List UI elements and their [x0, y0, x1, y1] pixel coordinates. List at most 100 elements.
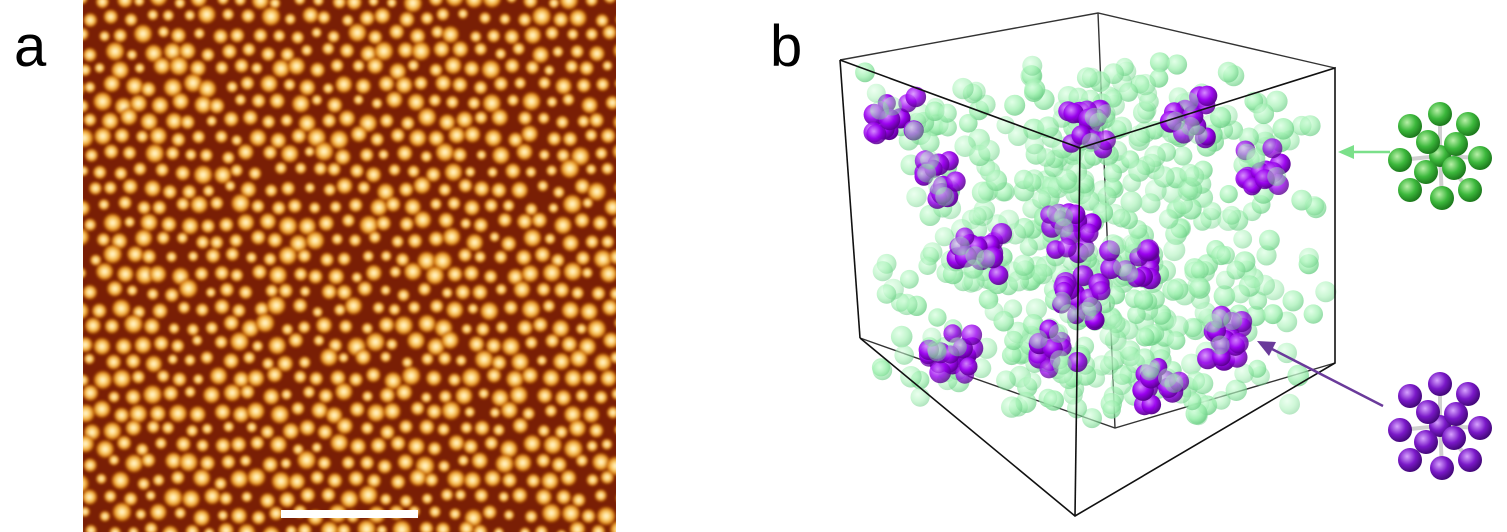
afm-dot: [247, 166, 263, 181]
afm-dot: [601, 330, 616, 350]
afm-dot: [332, 302, 347, 317]
afm-dot: [553, 388, 573, 408]
afm-dot: [222, 313, 241, 332]
matrix-sphere: [1222, 205, 1242, 225]
cluster-sphere: [929, 361, 952, 384]
afm-dot: [311, 305, 324, 319]
afm-dot: [457, 520, 475, 532]
afm-dot: [83, 0, 89, 6]
afm-dot: [199, 217, 217, 235]
matrix-sphere: [1272, 118, 1295, 140]
afm-dot: [224, 246, 241, 263]
afm-dot: [259, 424, 276, 440]
cluster-atom: [1468, 146, 1492, 170]
afm-dot: [521, 406, 536, 421]
afm-dot: [279, 457, 293, 470]
afm-dot: [191, 508, 212, 528]
afm-dot: [483, 435, 500, 452]
matrix-sphere: [1008, 125, 1029, 146]
afm-dot: [522, 433, 543, 454]
afm-dot: [350, 271, 364, 284]
afm-dot: [91, 164, 108, 181]
afm-dot: [482, 468, 503, 488]
afm-dot: [559, 468, 578, 487]
afm-dot: [296, 522, 313, 532]
afm-dot: [241, 108, 260, 127]
afm-dot: [277, 282, 295, 300]
afm-dot: [216, 0, 230, 6]
afm-dot: [183, 8, 197, 22]
afm-dot: [601, 23, 616, 41]
afm-dot: [446, 372, 462, 388]
afm-dot: [338, 42, 356, 59]
afm-dot: [235, 212, 256, 233]
afm-dot: [543, 403, 559, 419]
afm-dot: [188, 194, 210, 215]
afm-dot: [113, 165, 129, 182]
afm-dot: [524, 165, 538, 179]
afm-dot: [535, 281, 552, 298]
matrix-sphere: [1112, 208, 1131, 228]
afm-dot: [273, 161, 288, 176]
afm-dot: [553, 76, 574, 96]
afm-dot: [83, 46, 98, 63]
afm-dot: [95, 231, 112, 248]
afm-dot: [223, 179, 237, 193]
afm-dot: [520, 366, 540, 385]
afm-dot: [321, 41, 336, 56]
matrix-sphere: [1304, 196, 1325, 216]
afm-dot: [477, 387, 491, 400]
afm-dot: [177, 451, 200, 473]
matrix-sphere: [934, 227, 954, 247]
matrix-sphere: [896, 293, 918, 316]
afm-dot: [594, 12, 610, 29]
afm-dot: [499, 234, 518, 253]
matrix-sphere: [1203, 202, 1222, 221]
afm-dot: [384, 89, 404, 110]
matrix-sphere: [947, 337, 967, 357]
afm-dot: [493, 453, 516, 475]
matrix-sphere: [1074, 173, 1095, 194]
afm-dot: [462, 124, 482, 144]
matrix-sphere: [1077, 301, 1097, 321]
afm-dot: [494, 282, 508, 297]
matrix-sphere: [1082, 408, 1102, 429]
afm-dot: [423, 472, 440, 488]
afm-dot: [286, 56, 307, 77]
afm-dot: [468, 29, 483, 44]
afm-dot: [171, 371, 188, 388]
afm-dot: [574, 453, 590, 468]
afm-dot: [399, 115, 416, 132]
matrix-sphere: [996, 116, 1015, 135]
afm-dot: [428, 298, 445, 315]
afm-dot: [259, 45, 277, 63]
afm-dot: [218, 490, 234, 507]
afm-dot: [208, 234, 225, 251]
afm-dot: [94, 261, 115, 282]
afm-dot: [254, 312, 276, 334]
afm-dot: [270, 58, 292, 79]
matrix-sphere: [866, 83, 886, 103]
afm-dot: [424, 264, 446, 286]
cluster-atom: [1398, 178, 1422, 202]
matrix-sphere: [1253, 103, 1275, 125]
afm-dot: [585, 439, 599, 453]
matrix-sphere: [1166, 278, 1189, 300]
matrix-sphere: [904, 121, 924, 141]
afm-dot: [516, 11, 533, 28]
afm-dot: [395, 144, 414, 163]
scale-bar: [281, 510, 418, 518]
afm-dot: [266, 231, 284, 249]
afm-dot: [130, 369, 147, 385]
afm-dot: [475, 148, 488, 161]
matrix-sphere: [1190, 261, 1209, 280]
afm-dot: [319, 520, 340, 532]
afm-dot: [192, 372, 205, 386]
cluster-sphere: [945, 171, 966, 192]
afm-dot: [523, 335, 539, 351]
afm-dot: [155, 368, 171, 384]
afm-dot: [541, 262, 563, 284]
afm-dot: [543, 64, 556, 77]
afm-dot: [389, 434, 407, 452]
afm-dot: [83, 457, 98, 474]
